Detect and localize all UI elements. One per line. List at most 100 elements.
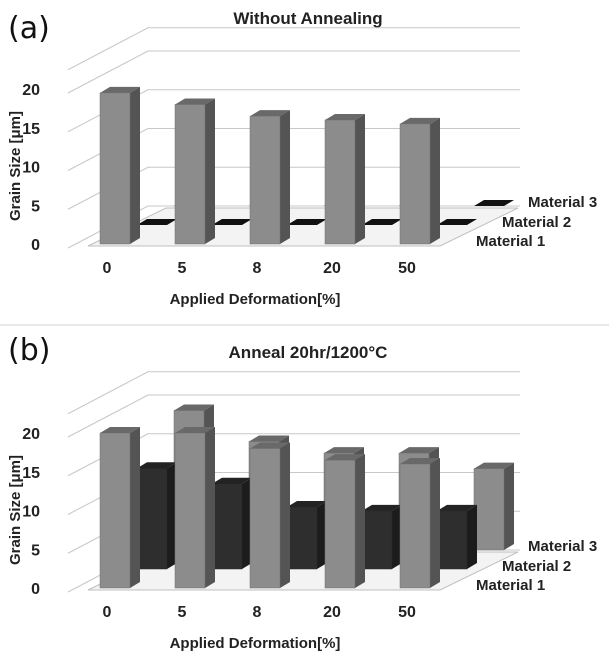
bar-side — [280, 110, 290, 244]
bar-side — [280, 442, 290, 588]
bar — [324, 454, 365, 589]
y-tick-label: 20 — [22, 82, 40, 99]
bar — [137, 219, 177, 225]
bar-top — [325, 114, 365, 120]
y-axis-label: Grain Size [μm] — [7, 111, 24, 221]
bar-top — [287, 219, 327, 225]
bar-side — [317, 501, 327, 569]
bar-top — [474, 200, 514, 206]
bar — [174, 427, 215, 589]
bar — [249, 110, 290, 245]
bar-front — [473, 468, 505, 551]
bar-front — [399, 123, 431, 245]
bar — [473, 462, 514, 551]
bar-side — [130, 427, 140, 588]
bar-top — [175, 98, 215, 105]
x-tick-label: 5 — [178, 260, 187, 277]
bar-top — [174, 404, 214, 411]
bar-top — [324, 447, 364, 454]
bar — [399, 117, 440, 245]
bar-top — [437, 504, 477, 511]
x-tick-label: 8 — [253, 604, 262, 621]
series-label: Material 3 — [528, 194, 597, 211]
bar — [436, 504, 477, 570]
bar-front — [211, 483, 243, 570]
bar-side — [205, 427, 215, 588]
bar-side — [355, 454, 365, 588]
bar-front — [436, 510, 468, 570]
bar-top — [100, 427, 140, 433]
chart-title: Anneal 20hr/1200°C — [229, 343, 388, 362]
bar-front — [99, 92, 131, 245]
x-tick-label: 50 — [398, 260, 416, 277]
chart-floor — [87, 207, 519, 247]
panel-label: (b) — [8, 333, 50, 368]
x-axis-label: Applied Deformation[%] — [170, 635, 341, 652]
bar-front — [249, 115, 281, 245]
bar-top — [362, 504, 402, 511]
bar-top — [399, 447, 439, 454]
y-tick-label: 20 — [22, 426, 40, 443]
bar — [361, 504, 402, 570]
chart-title: Without Annealing — [233, 9, 382, 28]
y-tick-label: 5 — [31, 198, 40, 215]
bar-top — [287, 501, 327, 507]
bar — [362, 219, 402, 225]
bar-top — [137, 462, 177, 469]
gridline-side — [67, 27, 149, 71]
series-label: Material 3 — [528, 538, 597, 555]
bar-front — [99, 432, 131, 589]
bar-front — [361, 510, 393, 570]
bar-top — [362, 219, 402, 225]
chart-panel-a: (a) Without Annealing 0 5 10 15 20 Grain Size [… — [7, 9, 597, 308]
y-tick-label: 0 — [31, 581, 40, 598]
series-material-2 — [136, 462, 477, 570]
bar-side — [130, 86, 140, 244]
bar-front — [136, 468, 168, 570]
bar-top — [474, 462, 514, 469]
x-tick-label: 8 — [253, 260, 262, 277]
bar-side — [467, 504, 477, 569]
x-tick-label: 20 — [323, 604, 341, 621]
bar-side — [392, 504, 402, 569]
y-tick-label: 10 — [22, 504, 40, 521]
x-tick-label: 5 — [178, 604, 187, 621]
series-label: Material 2 — [502, 558, 571, 575]
bar — [136, 462, 177, 570]
bar-top — [212, 219, 252, 225]
bar-front — [324, 459, 356, 589]
bar-side — [205, 98, 215, 244]
bar — [287, 219, 327, 225]
bar-top — [212, 477, 252, 484]
bar-side — [355, 114, 365, 244]
bar-top — [137, 219, 177, 225]
series-material-2 — [137, 219, 477, 225]
bar-side — [430, 117, 440, 244]
panel-label: (a) — [8, 11, 50, 46]
bar-top — [325, 454, 365, 461]
x-axis-label: Applied Deformation[%] — [170, 291, 341, 308]
bar-top — [175, 427, 215, 433]
bar-top — [249, 435, 289, 442]
series-material-1 — [99, 86, 440, 245]
bar-side — [430, 458, 440, 588]
y-axis-label: Grain Size [μm] — [7, 455, 24, 565]
bar — [474, 200, 514, 206]
gridline-side — [67, 371, 149, 415]
bar-side — [242, 477, 252, 569]
bar — [211, 477, 252, 570]
bar — [99, 86, 140, 245]
bar-front — [399, 463, 431, 589]
bar — [249, 442, 290, 589]
bar-side — [504, 462, 514, 550]
y-tick-label: 15 — [22, 465, 40, 482]
bar-top — [250, 110, 290, 117]
x-tick-label: 50 — [398, 604, 416, 621]
bar — [212, 219, 252, 225]
y-tick-label: 10 — [22, 160, 40, 177]
bar — [286, 501, 327, 570]
bar-front — [286, 506, 318, 570]
series-label: Material 1 — [476, 577, 545, 594]
bar-top — [400, 117, 440, 124]
bar-side — [167, 462, 177, 569]
